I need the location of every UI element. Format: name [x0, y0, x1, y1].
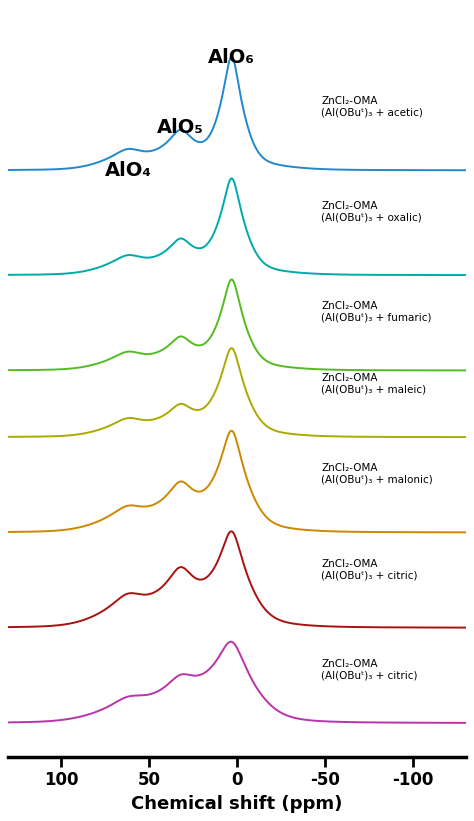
- Text: ZnCl₂-OMA
(Al(OBuᵗ)₃ + citric): ZnCl₂-OMA (Al(OBuᵗ)₃ + citric): [321, 558, 418, 580]
- Text: AlO₆: AlO₆: [208, 48, 255, 67]
- Text: ZnCl₂-OMA
(Al(OBuᵗ)₃ + fumaric): ZnCl₂-OMA (Al(OBuᵗ)₃ + fumaric): [321, 301, 432, 323]
- Text: ZnCl₂-OMA
(Al(OBuᵗ)₃ + acetic): ZnCl₂-OMA (Al(OBuᵗ)₃ + acetic): [321, 96, 423, 118]
- Text: AlO₄: AlO₄: [104, 161, 152, 180]
- Text: ZnCl₂-OMA
(Al(OBuᵗ)₃ + citric): ZnCl₂-OMA (Al(OBuᵗ)₃ + citric): [321, 658, 418, 681]
- Text: ZnCl₂-OMA
(Al(OBuᵗ)₃ + oxalic): ZnCl₂-OMA (Al(OBuᵗ)₃ + oxalic): [321, 201, 422, 222]
- Text: ZnCl₂-OMA
(Al(OBuᵗ)₃ + maleic): ZnCl₂-OMA (Al(OBuᵗ)₃ + maleic): [321, 373, 427, 394]
- X-axis label: Chemical shift (ppm): Chemical shift (ppm): [131, 795, 343, 813]
- Text: AlO₅: AlO₅: [157, 118, 204, 137]
- Text: ZnCl₂-OMA
(Al(OBuᵗ)₃ + malonic): ZnCl₂-OMA (Al(OBuᵗ)₃ + malonic): [321, 463, 433, 485]
